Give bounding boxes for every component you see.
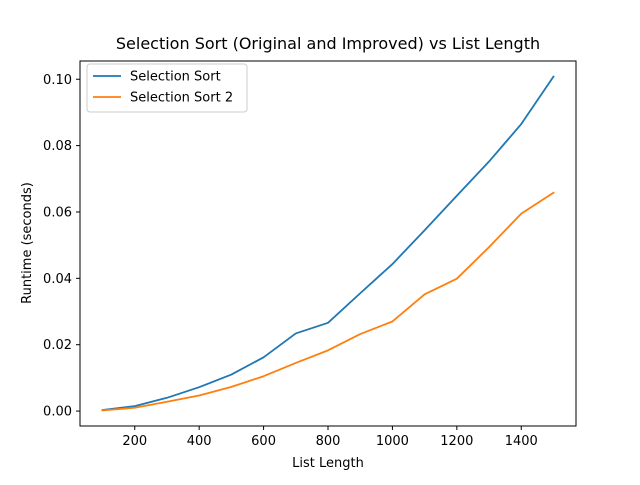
plot-frame: [79, 60, 577, 427]
x-tick-label: 400: [187, 434, 212, 449]
legend: Selection Sort Selection Sort 2: [86, 63, 248, 113]
y-tick-label: 0.06: [43, 205, 72, 220]
y-tick-label: 0.08: [43, 139, 72, 154]
y-tick-label: 0.04: [43, 272, 72, 287]
y-tick-label: 0.10: [43, 73, 72, 88]
axes-ticks: 200 400 600 800 1000 1200 1400 0.00 0.02 0.04 0.06…: [43, 73, 538, 449]
y-tick-label: 0.02: [43, 338, 72, 353]
series-line-1: [101, 75, 555, 412]
plot-area: [79, 60, 577, 427]
x-tick-label: 600: [251, 434, 276, 449]
legend-label-1: Selection Sort: [130, 70, 221, 85]
x-axis-title: List Length: [292, 456, 364, 471]
legend-label-2: Selection Sort 2: [130, 91, 233, 106]
y-tick-label: 0.00: [43, 405, 72, 420]
x-tick-label: 800: [316, 434, 341, 449]
chart-title: Selection Sort (Original and Improved) v…: [116, 34, 540, 53]
y-axis-title: Runtime (seconds): [20, 182, 35, 304]
legend-box: [86, 63, 248, 113]
x-tick-label: 1000: [376, 434, 409, 449]
x-tick-label: 200: [122, 434, 147, 449]
series-line-2: [101, 191, 555, 412]
x-tick-label: 1400: [505, 434, 538, 449]
x-tick-label: 1200: [440, 434, 473, 449]
